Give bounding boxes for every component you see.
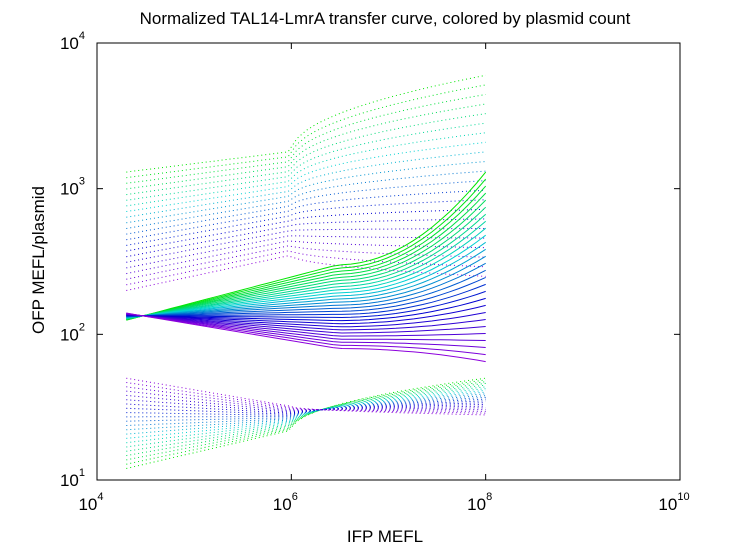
y-tick-label: 103	[60, 176, 85, 199]
series-line	[126, 391, 486, 435]
series-line	[126, 218, 486, 258]
series-line	[126, 103, 486, 190]
y-axis-label: OFP MEFL/plasmid	[29, 186, 48, 334]
series-line	[126, 227, 487, 319]
chart-title: Normalized TAL14-LmrA transfer curve, co…	[140, 9, 631, 28]
series-line	[126, 141, 486, 212]
series-line	[126, 313, 486, 334]
series-line	[126, 384, 486, 452]
series-line	[126, 199, 486, 246]
series-line	[126, 213, 487, 320]
series-line	[126, 389, 486, 439]
axes-box	[96, 42, 681, 481]
series-line	[126, 220, 487, 319]
series-line	[126, 313, 486, 341]
series-line	[126, 276, 486, 317]
series-line	[126, 312, 486, 328]
series-line	[126, 151, 486, 218]
series-line	[126, 84, 486, 179]
series-line	[126, 74, 486, 173]
series-group-1	[126, 74, 486, 291]
series-line	[126, 379, 486, 465]
plot-area	[96, 42, 681, 481]
series-line	[126, 314, 486, 331]
series-line	[126, 312, 486, 356]
series-line	[126, 189, 486, 241]
x-axis-ticks: 104 106 108 1010	[78, 43, 690, 514]
series-line	[126, 382, 486, 414]
series-line	[126, 192, 487, 320]
series-line	[126, 199, 487, 320]
series-line	[126, 180, 486, 235]
series-line	[126, 297, 486, 322]
series-line	[126, 170, 486, 229]
series-line	[126, 312, 486, 363]
x-tick-label: 106	[273, 491, 298, 514]
series-line	[126, 269, 486, 317]
series-line	[126, 262, 486, 318]
series-line	[126, 304, 486, 325]
series-group-2	[126, 171, 487, 363]
series-line	[126, 171, 487, 321]
series-group-3	[126, 377, 486, 469]
y-axis-ticks: 101 102 103 104	[60, 30, 680, 490]
series-line	[126, 386, 486, 412]
series-line	[126, 250, 486, 286]
series-line	[126, 132, 486, 207]
series-line	[126, 388, 486, 444]
y-tick-label: 101	[60, 467, 85, 490]
series-line	[126, 185, 487, 321]
series-line	[126, 381, 486, 461]
x-tick-label: 108	[467, 491, 492, 514]
series-line	[126, 382, 486, 457]
series-line	[126, 377, 486, 469]
y-tick-label: 102	[60, 321, 85, 344]
series-line	[126, 235, 486, 269]
y-tick-label: 104	[60, 30, 85, 53]
series-line	[126, 283, 486, 317]
series-line	[126, 94, 486, 184]
series-line	[126, 234, 487, 319]
series-line	[126, 386, 486, 448]
series-line	[126, 313, 486, 337]
series-line	[126, 377, 486, 416]
series-line	[126, 241, 486, 319]
series-line	[126, 113, 486, 196]
series-line	[126, 161, 486, 224]
series-line	[126, 290, 486, 319]
series-line	[126, 228, 486, 263]
series-line	[126, 122, 486, 201]
series-line	[126, 208, 486, 252]
x-tick-label: 104	[78, 491, 103, 514]
series-line	[126, 248, 486, 318]
series-line	[126, 390, 486, 411]
series-line	[126, 206, 487, 320]
series-line	[126, 255, 486, 318]
series-line	[126, 178, 487, 321]
x-axis-label: IFP MEFL	[347, 527, 423, 546]
series-line	[126, 313, 486, 348]
x-tick-label: 1010	[658, 491, 689, 514]
